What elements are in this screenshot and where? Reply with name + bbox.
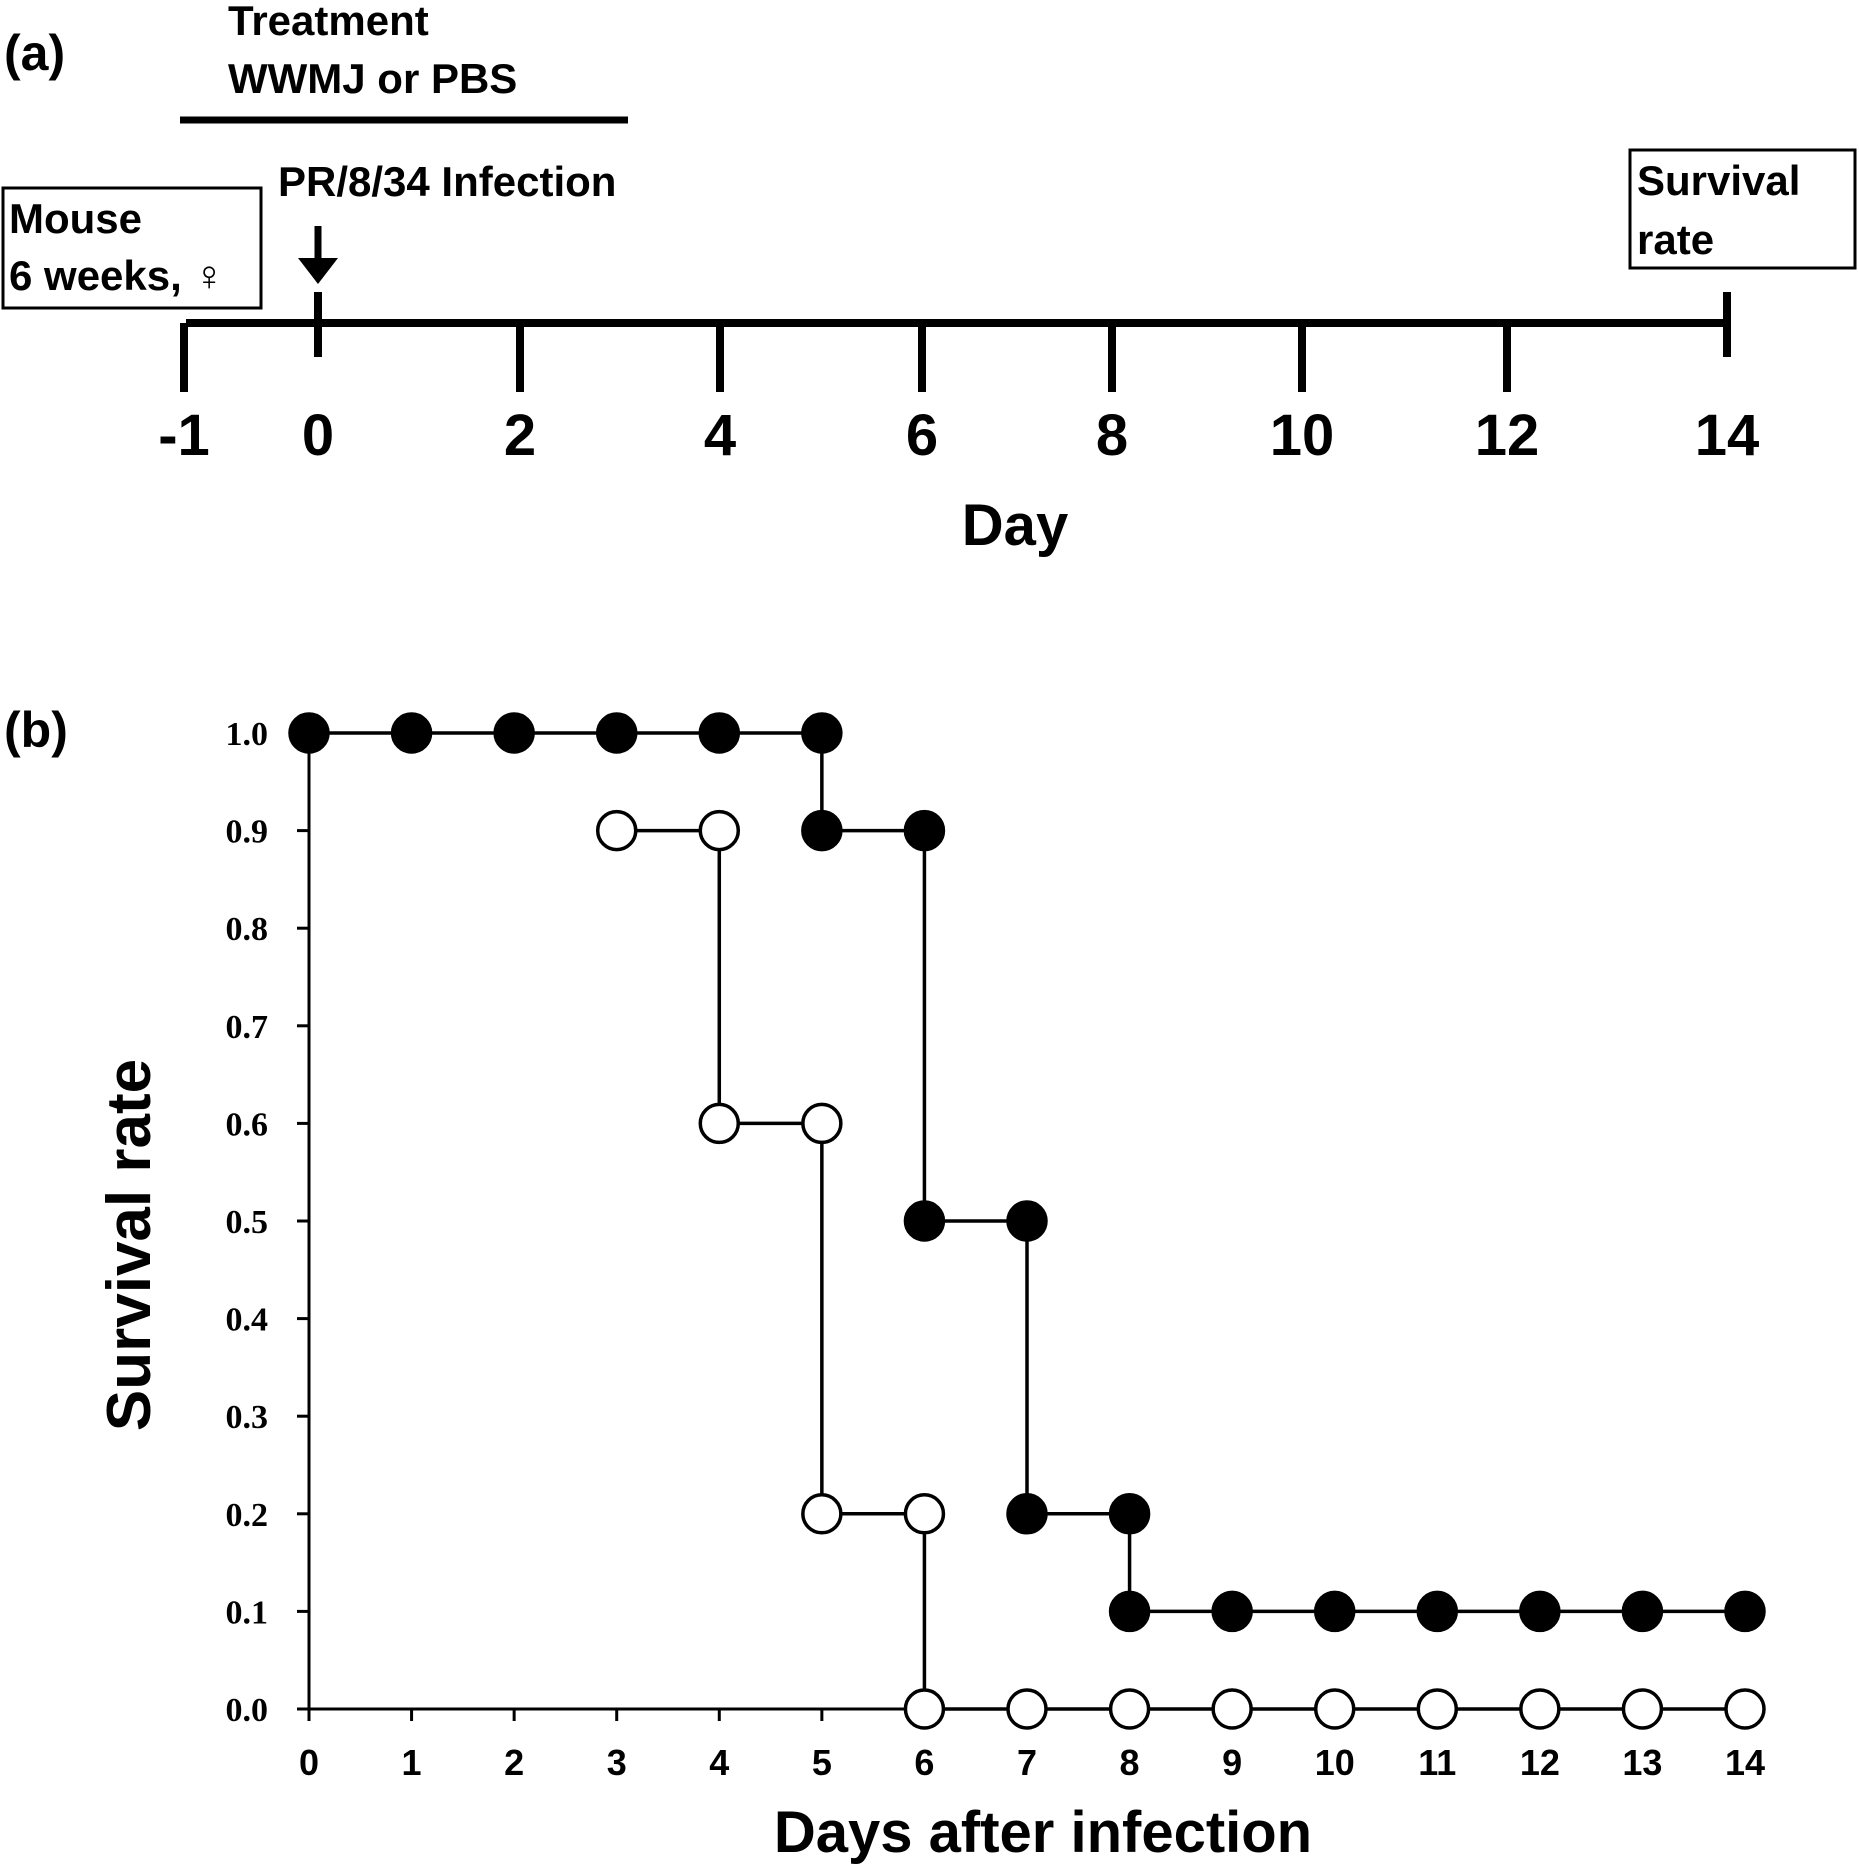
x-tick-label: 8 [1120, 1742, 1140, 1783]
open-data-point [1416, 1688, 1459, 1730]
timeline-tick-label: 2 [504, 403, 536, 468]
open-data-point [1211, 1688, 1253, 1730]
timeline-tick-label: 10 [1270, 403, 1335, 468]
y-tick-label: 1.0 [226, 716, 269, 753]
y-tick-label: 0.7 [226, 1009, 269, 1046]
open-data-point [801, 1493, 843, 1535]
survival-box-label-2: rate [1637, 216, 1714, 263]
x-axis-title: Days after infection [774, 1800, 1312, 1865]
filled-data-point [698, 712, 741, 754]
filled-data-point [801, 712, 843, 754]
y-tick-label: 0.1 [226, 1594, 269, 1631]
panel-b-survival-chart: (b) 0.0 0.1 0.2 0.3 0.4 0.5 0.6 0.7 0.8 0.9 1.0 0 1… [4, 702, 1766, 1865]
y-tick-label: 0.6 [226, 1106, 269, 1143]
timeline-tick-label: 6 [906, 403, 938, 468]
x-tick-label: 0 [299, 1742, 319, 1783]
y-tick-label: 0.3 [226, 1399, 269, 1436]
y-axis-ticks: 0.0 0.1 0.2 0.3 0.4 0.5 0.6 0.7 0.8 0.9 1.0 [226, 716, 309, 1729]
x-tick-label: 6 [914, 1742, 934, 1783]
filled-data-point [1211, 1590, 1253, 1633]
y-tick-label: 0.5 [226, 1204, 269, 1241]
open-data-point [1621, 1688, 1664, 1730]
filled-data-point [1416, 1590, 1459, 1633]
timeline-tick-label: 0 [302, 403, 334, 468]
y-tick-label: 0.8 [226, 911, 269, 948]
filled-data-point [903, 809, 946, 852]
y-tick-label: 0.9 [226, 814, 269, 851]
open-data-point [903, 1493, 946, 1535]
panel-a-label: (a) [4, 25, 65, 81]
filled-data-point [493, 712, 535, 754]
x-tick-label: 14 [1725, 1742, 1765, 1783]
x-tick-label: 7 [1017, 1742, 1037, 1783]
timeline-tick-label: 8 [1096, 403, 1128, 468]
x-tick-label: 2 [504, 1742, 524, 1783]
x-tick-label: 11 [1418, 1742, 1456, 1783]
open-data-point [903, 1688, 946, 1730]
x-tick-label: 10 [1315, 1742, 1355, 1783]
y-tick-label: 0.2 [226, 1497, 269, 1534]
timeline-tick-label: 12 [1475, 403, 1540, 468]
infection-arrow [298, 226, 338, 284]
panel-a-timeline: (a) Treatment WWMJ or PBS PR/8/34 Infect… [1, 0, 1857, 558]
x-tick-label: 5 [812, 1742, 832, 1783]
series-line-open [616, 828, 1745, 1711]
open-data-point [1519, 1688, 1561, 1730]
series-line-filled [309, 731, 1745, 1614]
mouse-info-box [1, 186, 263, 310]
x-tick-label: 13 [1622, 1742, 1662, 1783]
filled-data-point [595, 712, 638, 754]
x-tick-label: 1 [402, 1742, 422, 1783]
mouse-label: Mouse [9, 195, 142, 242]
open-data-point [1313, 1688, 1356, 1730]
filled-data-point [1621, 1590, 1664, 1633]
filled-data-point [1724, 1590, 1766, 1633]
infection-label: PR/8/34 Infection [278, 158, 616, 205]
filled-data-point [1006, 1200, 1048, 1242]
filled-data-point [1313, 1590, 1356, 1633]
x-axis-ticks: 0 1 2 3 4 5 6 7 8 9 10 11 12 13 14 [299, 1709, 1765, 1783]
open-data-point [698, 809, 741, 852]
filled-data-point [1108, 1590, 1151, 1633]
x-tick-label: 4 [709, 1742, 729, 1783]
open-data-point [1724, 1688, 1766, 1730]
x-tick-label: 12 [1520, 1742, 1560, 1783]
treatment-agent-label: WWMJ or PBS [228, 55, 517, 102]
filled-data-point [801, 809, 843, 852]
timeline-tick-label: -1 [158, 403, 210, 468]
filled-data-point [1006, 1493, 1048, 1535]
panel-b-label: (b) [4, 702, 68, 758]
y-tick-label: 0.0 [226, 1692, 269, 1729]
filled-data-point [1108, 1493, 1151, 1535]
y-axis-title: Survival rate [95, 1059, 164, 1431]
open-data-point [698, 1102, 741, 1145]
open-data-point [1108, 1688, 1151, 1730]
mouse-age-sex-label: 6 weeks, ♀ [9, 252, 225, 299]
timeline-ticks: -1 0 2 4 6 8 10 12 14 [158, 323, 1759, 468]
treatment-label: Treatment [228, 0, 429, 44]
filled-data-point [288, 712, 330, 754]
filled-data-point [903, 1200, 946, 1242]
filled-data-point [390, 712, 433, 754]
x-tick-label: 3 [607, 1742, 627, 1783]
timeline-tick-label: 14 [1695, 403, 1760, 468]
survival-rate-box [1628, 148, 1857, 270]
series-layer [288, 712, 1766, 1730]
timeline-tick-label: 4 [704, 403, 736, 468]
x-tick-label: 9 [1222, 1742, 1242, 1783]
open-data-point [801, 1102, 843, 1145]
open-data-point [1006, 1688, 1048, 1730]
open-data-point [595, 809, 638, 852]
timeline-axis-label: Day [962, 493, 1068, 558]
filled-data-point [1519, 1590, 1561, 1633]
y-tick-label: 0.4 [226, 1302, 269, 1339]
survival-box-label-1: Survival [1637, 157, 1800, 204]
